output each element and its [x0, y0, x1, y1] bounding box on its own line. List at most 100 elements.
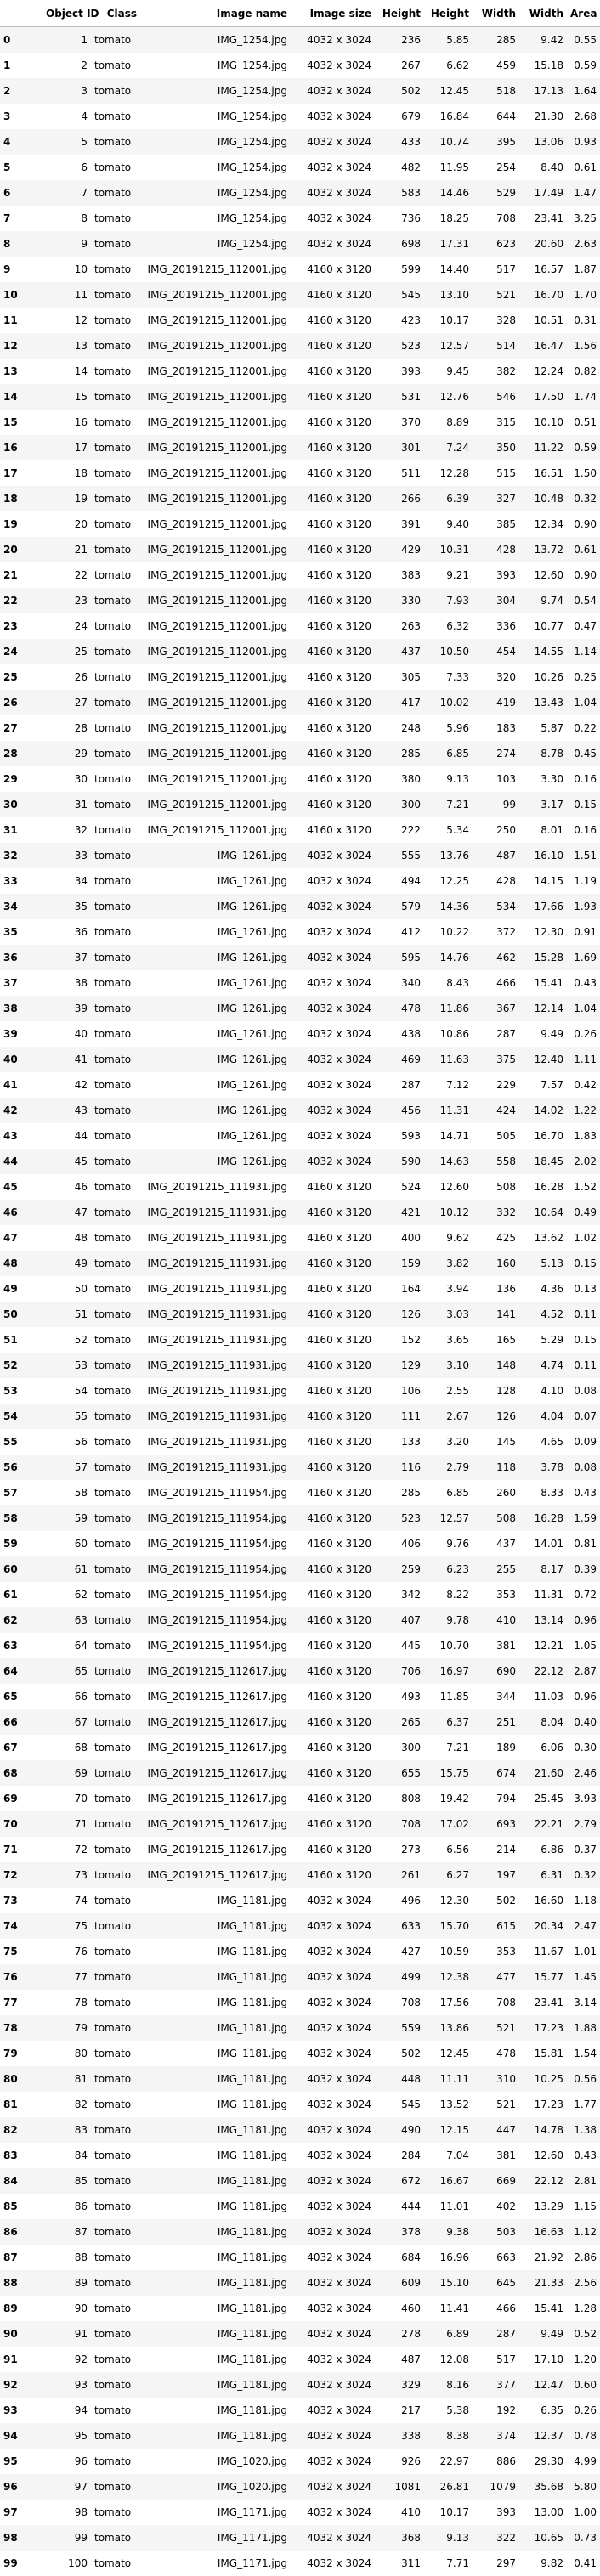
height-cell: 6.37 [424, 1709, 473, 1735]
width-cell: 14.15 [519, 868, 567, 894]
height-cell: 16.84 [424, 104, 473, 129]
image-size-cell: 4032 x 3024 [291, 2500, 375, 2525]
width-cell: 13.00 [519, 2500, 567, 2525]
class-cell: tomato [91, 2194, 140, 2219]
area-cell: 0.45 [567, 741, 600, 766]
width-cell: 12.47 [519, 2372, 567, 2398]
area-cell: 1.04 [567, 996, 600, 1021]
class-cell: tomato [91, 1786, 140, 1811]
height-px-cell: 300 [375, 1735, 424, 1760]
image-size-cell: 4160 x 3120 [291, 1607, 375, 1633]
image-size-cell: 4032 x 3024 [291, 180, 375, 206]
image-name-cell: IMG_20191215_111954.jpg [140, 1633, 291, 1658]
image-size-cell: 4032 x 3024 [291, 2117, 375, 2143]
height-px-cell: 511 [375, 460, 424, 486]
height-cell: 2.79 [424, 1455, 473, 1480]
object-id-cell: 4 [42, 104, 91, 129]
class-cell: tomato [91, 2117, 140, 2143]
row-index: 13 [0, 359, 42, 384]
image-size-header: Image size [291, 0, 375, 27]
object-id-cell: 86 [42, 2194, 91, 2219]
row-index: 54 [0, 1404, 42, 1429]
area-cell: 0.81 [567, 1531, 600, 1556]
height-px-cell: 1081 [375, 2474, 424, 2500]
row-index: 63 [0, 1633, 42, 1658]
row-index: 31 [0, 817, 42, 843]
object-id-cell: 29 [42, 741, 91, 766]
image-name-header: Image name [140, 0, 291, 27]
class-cell: tomato [91, 1811, 140, 1837]
row-index: 29 [0, 766, 42, 792]
width-px-cell: 260 [473, 1480, 519, 1505]
width-cell: 4.52 [519, 1302, 567, 1327]
area-cell: 5.80 [567, 2474, 600, 2500]
area-cell: 1.19 [567, 868, 600, 894]
area-cell: 0.32 [567, 486, 600, 511]
area-cell: 0.55 [567, 27, 600, 54]
image-name-cell: IMG_20191215_112001.jpg [140, 359, 291, 384]
row-index: 10 [0, 282, 42, 308]
image-name-cell: IMG_20191215_111954.jpg [140, 1556, 291, 1582]
class-cell: tomato [91, 562, 140, 588]
width-cell: 22.12 [519, 1658, 567, 1684]
object-id-cell: 30 [42, 766, 91, 792]
area-cell: 1.15 [567, 2194, 600, 2219]
height-px-cell: 152 [375, 1327, 424, 1353]
area-cell: 0.11 [567, 1302, 600, 1327]
height-px-cell: 808 [375, 1786, 424, 1811]
height-px-cell: 265 [375, 1709, 424, 1735]
object-id-cell: 84 [42, 2143, 91, 2168]
image-size-cell: 4160 x 3120 [291, 537, 375, 562]
row-index: 9 [0, 257, 42, 282]
image-size-cell: 4160 x 3120 [291, 741, 375, 766]
height-cell: 3.03 [424, 1302, 473, 1327]
image-size-cell: 4160 x 3120 [291, 715, 375, 741]
area-cell: 0.60 [567, 2372, 600, 2398]
image-name-cell: IMG_1261.jpg [140, 970, 291, 996]
width-cell: 9.49 [519, 1021, 567, 1047]
width-px-cell: 424 [473, 1098, 519, 1123]
width-cell: 15.41 [519, 2296, 567, 2321]
width-px-cell: 148 [473, 1353, 519, 1378]
row-index: 22 [0, 588, 42, 613]
row-index: 89 [0, 2296, 42, 2321]
row-index: 32 [0, 843, 42, 868]
width-cell: 14.55 [519, 639, 567, 664]
height-px-cell: 593 [375, 1123, 424, 1149]
object-id-cell: 95 [42, 2423, 91, 2449]
image-name-cell: IMG_1181.jpg [140, 1888, 291, 1913]
image-size-cell: 4032 x 3024 [291, 27, 375, 54]
object-id-cell: 9 [42, 231, 91, 257]
image-size-cell: 4032 x 3024 [291, 2372, 375, 2398]
height-cell: 14.46 [424, 180, 473, 206]
height-cell: 12.15 [424, 2117, 473, 2143]
image-name-cell: IMG_20191215_112001.jpg [140, 435, 291, 460]
row-index: 74 [0, 1913, 42, 1939]
height-px-cell: 111 [375, 1404, 424, 1429]
width-px-cell: 310 [473, 2066, 519, 2092]
class-cell: tomato [91, 486, 140, 511]
row-index: 30 [0, 792, 42, 817]
area-cell: 0.26 [567, 1021, 600, 1047]
row-index: 60 [0, 1556, 42, 1582]
width-cell: 14.01 [519, 1531, 567, 1556]
height-px-cell: 502 [375, 78, 424, 104]
width-cell: 8.40 [519, 155, 567, 180]
area-cell: 0.59 [567, 435, 600, 460]
image-name-cell: IMG_20191215_111954.jpg [140, 1531, 291, 1556]
image-size-cell: 4032 x 3024 [291, 919, 375, 945]
class-cell: tomato [91, 2551, 140, 2576]
area-cell: 0.72 [567, 1582, 600, 1607]
object-id-cell: 77 [42, 1964, 91, 1990]
width-cell: 4.10 [519, 1378, 567, 1404]
class-cell: tomato [91, 1455, 140, 1480]
image-name-cell: IMG_20191215_112617.jpg [140, 1684, 291, 1709]
width-px-cell: 393 [473, 2500, 519, 2525]
image-size-cell: 4160 x 3120 [291, 1633, 375, 1658]
row-index: 62 [0, 1607, 42, 1633]
